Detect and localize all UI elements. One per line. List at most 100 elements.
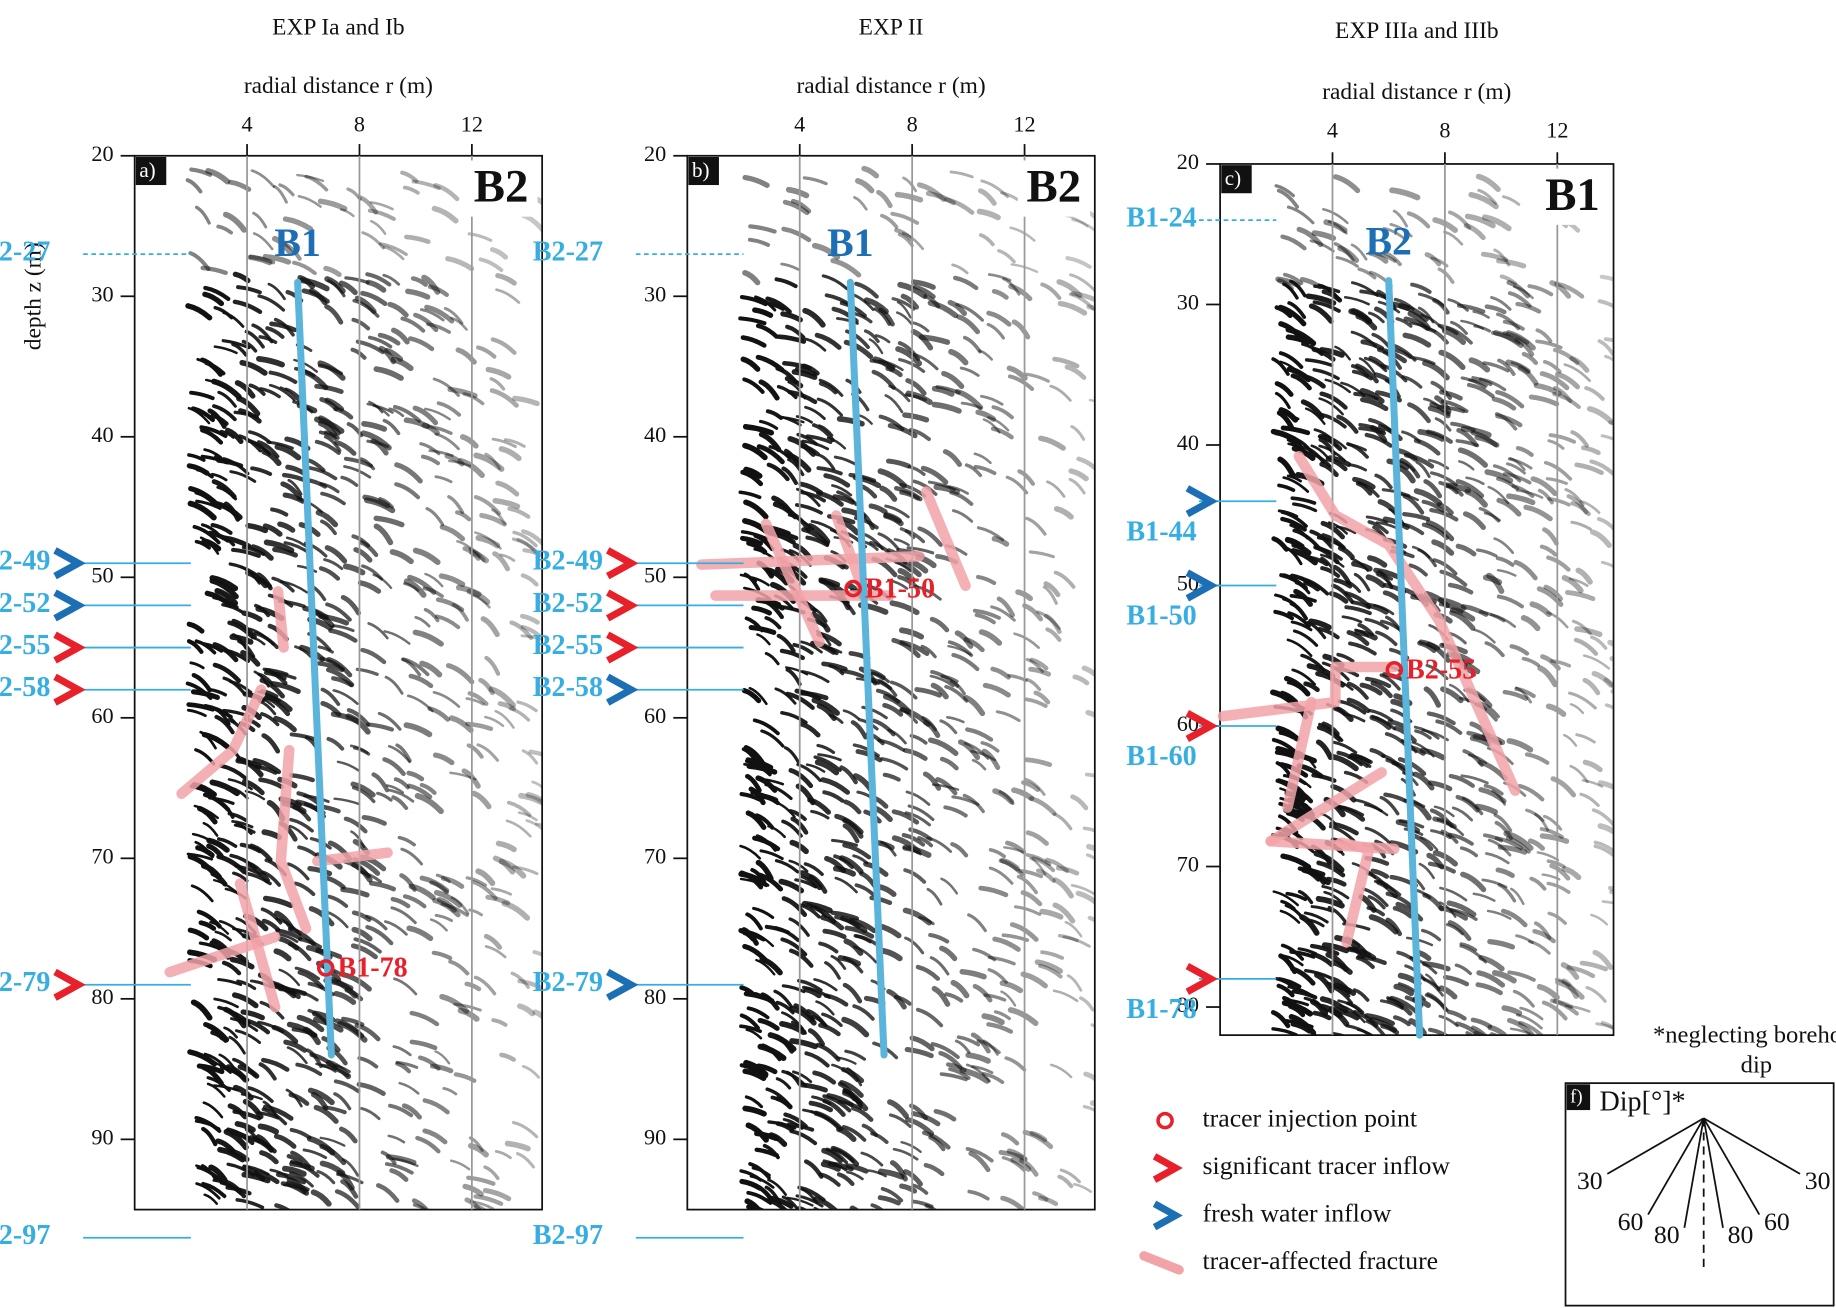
texture-stroke bbox=[1417, 975, 1441, 990]
texture-stroke bbox=[1000, 990, 1017, 1007]
texture-stroke bbox=[1487, 485, 1510, 505]
texture-stroke bbox=[818, 378, 844, 397]
marker-label: B2-27 bbox=[0, 237, 50, 268]
texture-stroke bbox=[1590, 913, 1609, 926]
texture-stroke bbox=[1304, 968, 1333, 980]
texture-stroke bbox=[993, 1010, 1011, 1021]
texture-stroke bbox=[821, 274, 849, 291]
dip-label: 80 bbox=[1728, 1220, 1754, 1249]
texture-stroke bbox=[219, 763, 248, 781]
texture-stroke bbox=[405, 288, 431, 300]
marker-label: B2-97 bbox=[0, 1220, 50, 1251]
inset-note-line: dip bbox=[1741, 1051, 1772, 1078]
texture-stroke bbox=[804, 337, 827, 352]
texture-stroke bbox=[956, 1035, 981, 1047]
texture-stroke bbox=[987, 968, 1008, 984]
texture-stroke bbox=[950, 842, 969, 858]
texture-stroke bbox=[1407, 402, 1431, 424]
texture-stroke bbox=[1571, 619, 1592, 636]
texture-stroke bbox=[983, 993, 1007, 1002]
texture-stroke bbox=[1082, 1104, 1095, 1112]
texture-stroke bbox=[1428, 458, 1450, 470]
texture-stroke bbox=[307, 1087, 335, 1106]
texture-stroke bbox=[999, 857, 1020, 872]
texture-stroke bbox=[440, 902, 469, 917]
y-tick-label: 60 bbox=[644, 703, 666, 728]
panel-letter-bg bbox=[1221, 165, 1252, 194]
texture-stroke bbox=[403, 722, 433, 738]
texture-stroke bbox=[1434, 395, 1452, 414]
texture-stroke bbox=[1052, 989, 1079, 1003]
texture-stroke bbox=[1327, 905, 1348, 925]
texture-stroke bbox=[1423, 479, 1443, 499]
injection-label: B1-50 bbox=[865, 573, 935, 604]
texture-stroke bbox=[745, 757, 774, 770]
texture-stroke bbox=[927, 480, 956, 492]
texture-stroke bbox=[1579, 960, 1608, 972]
texture-stroke bbox=[343, 456, 374, 468]
texture-stroke bbox=[773, 989, 794, 1009]
texture-stroke bbox=[1396, 448, 1418, 462]
texture-stroke bbox=[367, 622, 389, 640]
texture-stroke bbox=[1057, 1174, 1074, 1189]
texture-stroke bbox=[397, 835, 416, 847]
texture-stroke bbox=[1449, 607, 1476, 622]
texture-stroke bbox=[253, 603, 271, 618]
texture-stroke bbox=[411, 179, 441, 191]
texture-stroke bbox=[1346, 697, 1371, 714]
texture-stroke bbox=[1364, 676, 1392, 689]
texture-stroke bbox=[779, 1021, 807, 1036]
texture-stroke bbox=[1510, 887, 1525, 906]
texture-stroke bbox=[1044, 613, 1062, 634]
texture-stroke bbox=[1280, 516, 1307, 532]
texture-stroke bbox=[831, 838, 859, 847]
texture-stroke bbox=[911, 1183, 929, 1195]
texture-stroke bbox=[216, 837, 238, 848]
texture-stroke bbox=[237, 639, 256, 659]
texture-stroke bbox=[780, 937, 808, 957]
texture-stroke bbox=[495, 288, 521, 304]
texture-stroke bbox=[1389, 222, 1413, 238]
texture-stroke bbox=[1367, 520, 1389, 535]
texture-stroke bbox=[804, 405, 826, 421]
texture-stroke bbox=[766, 567, 790, 586]
texture-stroke bbox=[484, 945, 507, 959]
texture-stroke bbox=[1375, 521, 1397, 529]
texture-stroke bbox=[904, 936, 925, 955]
inflow-marker bbox=[1185, 569, 1219, 602]
dip-line bbox=[1703, 1117, 1801, 1175]
texture-stroke bbox=[1428, 1027, 1450, 1036]
texture-stroke bbox=[270, 681, 301, 695]
texture-stroke bbox=[495, 273, 517, 286]
texture-stroke bbox=[986, 1022, 1014, 1034]
texture-stroke bbox=[1291, 668, 1316, 686]
texture-stroke bbox=[447, 386, 478, 399]
texture-stroke bbox=[1478, 377, 1507, 392]
texture-stroke bbox=[839, 765, 858, 785]
texture-stroke bbox=[929, 674, 955, 688]
texture-stroke bbox=[939, 945, 958, 962]
texture-stroke bbox=[222, 211, 247, 233]
texture-stroke bbox=[742, 423, 775, 436]
texture-stroke bbox=[327, 279, 346, 298]
texture-stroke bbox=[813, 1196, 839, 1210]
texture-stroke bbox=[1357, 267, 1377, 280]
texture-stroke bbox=[930, 682, 949, 700]
texture-stroke bbox=[1530, 476, 1558, 497]
texture-stroke bbox=[286, 1046, 308, 1065]
texture-stroke bbox=[263, 670, 287, 681]
texture-stroke bbox=[240, 649, 261, 667]
texture-stroke bbox=[1447, 582, 1474, 595]
texture-stroke bbox=[920, 644, 937, 659]
texture-stroke bbox=[874, 839, 895, 851]
texture-stroke bbox=[323, 435, 342, 453]
texture-stroke bbox=[900, 1141, 922, 1154]
texture-stroke bbox=[928, 932, 950, 944]
inset-note: *neglecting boreholedip bbox=[1653, 1021, 1836, 1078]
texture-stroke bbox=[310, 1092, 329, 1111]
x-tick-label: 4 bbox=[242, 112, 253, 137]
texture-stroke bbox=[738, 316, 767, 326]
texture-stroke bbox=[1460, 774, 1489, 785]
texture-stroke bbox=[1438, 985, 1458, 1000]
texture-stroke bbox=[928, 1135, 946, 1152]
